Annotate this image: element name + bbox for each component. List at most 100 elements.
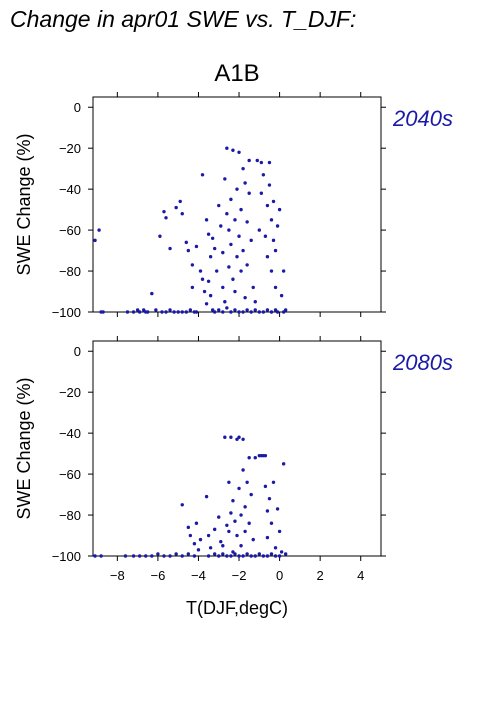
data-point [243, 529, 247, 534]
data-point [243, 181, 247, 185]
y-tick-label: −20 [59, 385, 81, 400]
data-point [125, 310, 130, 314]
data-point [186, 552, 191, 556]
x-axis-label: T(DJF,degC) [186, 598, 288, 618]
data-point [180, 212, 184, 216]
data-point [156, 552, 160, 556]
y-tick-label: 0 [74, 344, 81, 359]
data-point [192, 554, 197, 558]
data-point [225, 212, 229, 216]
data-point [253, 300, 257, 304]
data-point [150, 291, 154, 296]
data-point [271, 480, 276, 484]
y-tick-label: −100 [52, 549, 81, 564]
data-point [206, 232, 211, 236]
data-point [243, 295, 247, 300]
data-point [212, 527, 217, 532]
data-point [144, 554, 148, 558]
data-point [273, 546, 278, 550]
data-point [253, 308, 257, 312]
data-point [269, 552, 274, 556]
data-point [225, 306, 229, 310]
data-point [257, 552, 262, 556]
data-point [257, 228, 262, 232]
x-tick-label: −2 [232, 568, 247, 583]
data-point [186, 525, 191, 530]
data-point [245, 552, 249, 556]
data-point [223, 177, 227, 181]
y-tick-label: 0 [74, 100, 81, 115]
data-point [255, 158, 259, 163]
data-point [217, 308, 221, 312]
data-point [221, 552, 225, 556]
data-point [241, 166, 245, 171]
figure-title: Change in apr01 SWE vs. T_DJF: [10, 6, 357, 32]
data-point [241, 437, 245, 441]
data-point [168, 554, 172, 558]
data-point [206, 279, 211, 283]
data-point [229, 310, 233, 314]
data-point [245, 308, 249, 312]
data-point [265, 203, 270, 208]
data-point [184, 240, 188, 245]
data-point [194, 244, 199, 249]
data-point [229, 197, 233, 202]
x-tick-label: 2 [317, 568, 324, 583]
y-tick-label: −80 [59, 264, 81, 279]
data-point [217, 554, 221, 558]
data-point [221, 544, 225, 548]
data-point [263, 234, 268, 238]
data-point [194, 310, 199, 314]
y-axis-label: SWE Change (%) [14, 133, 34, 275]
data-point [253, 456, 257, 460]
x-tick-label: −4 [191, 568, 206, 583]
data-point [192, 542, 197, 546]
data-point [215, 269, 219, 273]
data-point [225, 523, 229, 527]
data-point [221, 250, 225, 255]
data-point [237, 310, 241, 314]
data-point [196, 548, 201, 552]
data-point [267, 160, 272, 165]
data-point [180, 554, 184, 558]
data-point [253, 554, 257, 558]
data-point [219, 539, 223, 544]
data-point [241, 310, 245, 314]
data-point [261, 173, 266, 177]
x-tick-label: −8 [110, 568, 125, 583]
data-point [283, 308, 288, 312]
data-point [235, 533, 239, 538]
data-point [178, 199, 182, 204]
panel-2040s: 0 −20 −40 −60 −80 −100 SWE Change (%) 2040s [14, 92, 453, 320]
x-tick-label: 0 [276, 568, 283, 583]
data-point [269, 269, 274, 273]
data-point [249, 492, 253, 497]
data-point [265, 308, 270, 312]
data-point [164, 216, 168, 220]
data-point [273, 285, 278, 290]
data-point [283, 552, 288, 556]
data-point [267, 183, 272, 187]
data-point [137, 310, 142, 314]
data-point [269, 310, 274, 314]
data-point [237, 435, 241, 439]
data-point [231, 148, 235, 152]
data-point [265, 535, 270, 540]
data-point [259, 191, 264, 195]
data-point [150, 554, 154, 558]
data-point [208, 293, 213, 298]
data-point [263, 453, 268, 458]
period-label: 2080s [392, 350, 453, 375]
y-tick-label: −100 [52, 305, 81, 320]
data-point [241, 248, 245, 253]
data-point [279, 550, 284, 554]
data-point [251, 537, 255, 542]
data-point [247, 191, 251, 195]
data-point [206, 533, 211, 538]
data-point [176, 310, 180, 314]
data-point [168, 308, 172, 312]
data-point [237, 486, 241, 491]
data-point [160, 310, 164, 314]
data-point [269, 521, 274, 525]
data-point [227, 228, 231, 232]
